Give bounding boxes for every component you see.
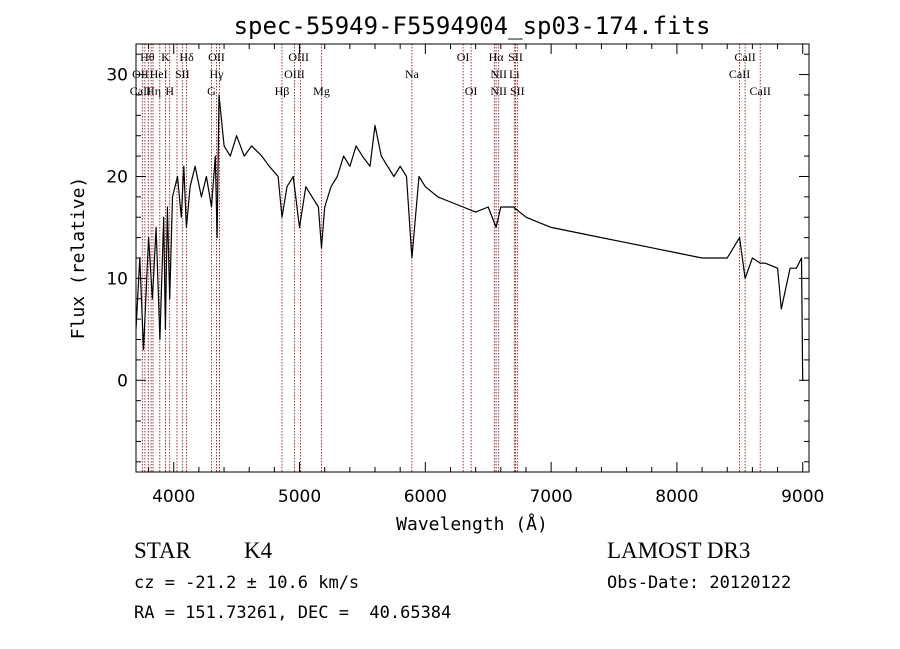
x-tick-label: 4000 <box>152 487 195 507</box>
line-label-8: CaII <box>734 50 755 64</box>
object-class: STAR <box>134 538 191 563</box>
x-tick-label: 5000 <box>278 487 321 507</box>
line-label-11: SII <box>175 67 190 81</box>
y-tick-label: 0 <box>117 371 128 391</box>
line-label-26: SII <box>510 84 525 98</box>
obs-date: Obs-Date: 20120122 <box>607 573 792 593</box>
line-label-5: OI <box>457 50 470 64</box>
line-label-22: Hβ <box>275 84 290 98</box>
line-label-27: CaII <box>750 84 771 98</box>
line-label-1: K <box>161 50 170 64</box>
x-axis: 4000 5000 6000 7000 8000 9000 <box>148 44 824 507</box>
line-label-0: Hθ <box>140 50 155 64</box>
x-tick-label: 9000 <box>781 487 824 507</box>
line-label-19: Hη <box>146 84 161 98</box>
x-tick-label: 8000 <box>655 487 698 507</box>
x-axis-label: Wavelength (Å) <box>396 513 548 535</box>
line-label-25: NII <box>490 84 507 98</box>
x-tick-label: 7000 <box>529 487 572 507</box>
line-label-16: Li <box>509 67 520 81</box>
line-label-10: HeI <box>150 67 168 81</box>
line-label-20: H <box>165 84 174 98</box>
line-label-12: Hγ <box>210 67 225 81</box>
y-tick-label: 30 <box>106 66 128 86</box>
line-label-18: CaII <box>130 84 151 98</box>
chart-title: spec-55949-F5594904_sp03-174.fits <box>234 12 711 40</box>
series-line-spectrum <box>135 94 804 381</box>
line-label-9: OII <box>132 67 149 81</box>
line-label-17: CaII <box>729 67 750 81</box>
line-label-15: NII <box>490 67 507 81</box>
line-label-13: OIII <box>284 67 305 81</box>
line-label-24: OI <box>465 84 478 98</box>
object-subclass: K4 <box>244 538 273 563</box>
coordinates: RA = 151.73261, DEC = 40.65384 <box>134 603 452 623</box>
line-label-3: OII <box>208 50 225 64</box>
spectrum-series <box>135 94 804 381</box>
y-axis: 0 10 20 30 <box>106 53 809 463</box>
y-tick-label: 10 <box>106 269 128 289</box>
redshift-readout: cz = -21.2 ± 10.6 km/s <box>134 573 360 593</box>
line-label-7: SII <box>508 50 523 64</box>
line-label-23: Mg <box>313 84 330 98</box>
line-label-14: Na <box>405 67 420 81</box>
line-label-4: OIII <box>288 50 309 64</box>
line-label-2: Hδ <box>179 50 194 64</box>
x-tick-label: 6000 <box>404 487 447 507</box>
y-axis-label: Flux (relative) <box>68 177 89 340</box>
line-label-21: G <box>207 84 216 98</box>
line-markers <box>141 44 761 472</box>
survey-name: LAMOST DR3 <box>607 538 751 563</box>
line-label-6: Hα <box>489 50 505 64</box>
y-tick-label: 20 <box>106 167 128 187</box>
